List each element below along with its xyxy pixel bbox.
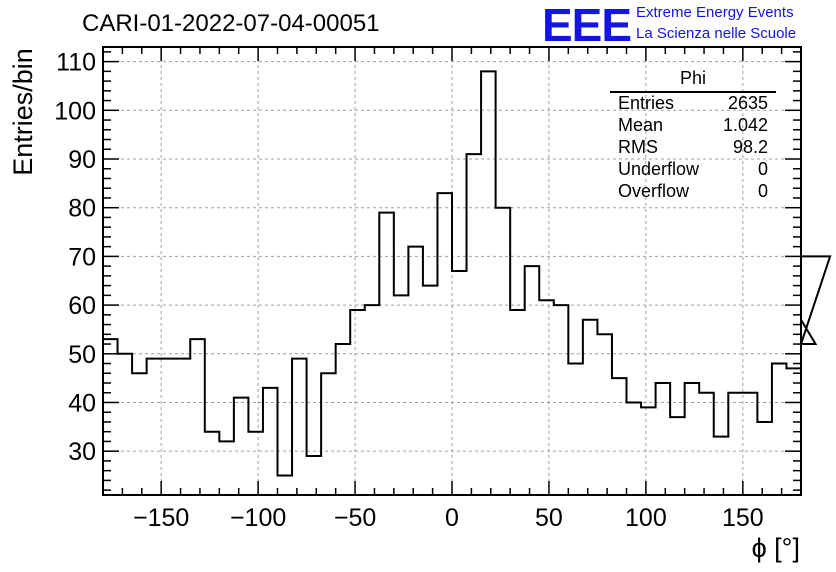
x-tick-label: 50 [535,504,563,532]
tick-labels: −150 −100 −50 0 50 100 150 30 40 50 60 70 80 90 100 110 [54,49,763,532]
y-tick-label: 60 [68,292,96,320]
y-tick-label: 90 [68,146,96,174]
stat-label: Mean [618,115,664,135]
histogram-outline [103,70,832,495]
stat-row-mean: Mean 1.042 [610,115,768,137]
page-title: CARI-01-2022-07-04-00051 [82,10,380,37]
x-tick-label: 0 [445,504,459,532]
y-tick-label: 40 [68,389,96,417]
stat-label: Underflow [618,159,700,179]
stats-divider [610,91,776,93]
stat-value: 98.2 [732,137,768,157]
stat-value: 2635 [727,93,768,113]
y-tick-label: 70 [68,243,96,271]
stat-value: 0 [757,181,768,201]
stat-row-rms: RMS 98.2 [610,137,768,159]
stats-box: Phi Entries 2635 Mean 1.042 RMS 98.2 Und… [610,68,776,208]
y-axis-label: Entries/bin [8,48,38,176]
x-tick-label: −150 [133,504,189,532]
stat-value: 1.042 [722,115,768,135]
y-tick-label: 50 [68,341,96,369]
stat-row-underflow: Underflow 0 [610,159,768,181]
stat-label: RMS [618,137,658,157]
stat-label: Entries [618,93,675,113]
stat-label: Overflow [618,181,690,201]
stat-row-entries: Entries 2635 [610,93,768,115]
x-tick-label: 100 [625,504,667,532]
y-tick-label: 110 [56,49,96,77]
stat-value: 0 [757,159,768,179]
y-tick-label: 30 [68,438,96,466]
x-axis-label: ϕ [°] [752,533,800,563]
x-tick-label: −50 [334,504,376,532]
eee-logo: EEE [542,0,632,51]
y-tick-label: 80 [68,195,96,223]
stat-row-overflow: Overflow 0 [610,181,768,203]
axis-ticks [103,47,801,495]
stats-title: Phi [679,68,706,88]
logo-caption-line2: La Scienza nelle Scuole [636,25,797,42]
y-tick-label: 100 [54,97,96,125]
x-tick-label: 150 [722,504,764,532]
x-tick-label: −100 [230,504,286,532]
logo-caption-line1: Extreme Energy Events [636,4,794,21]
